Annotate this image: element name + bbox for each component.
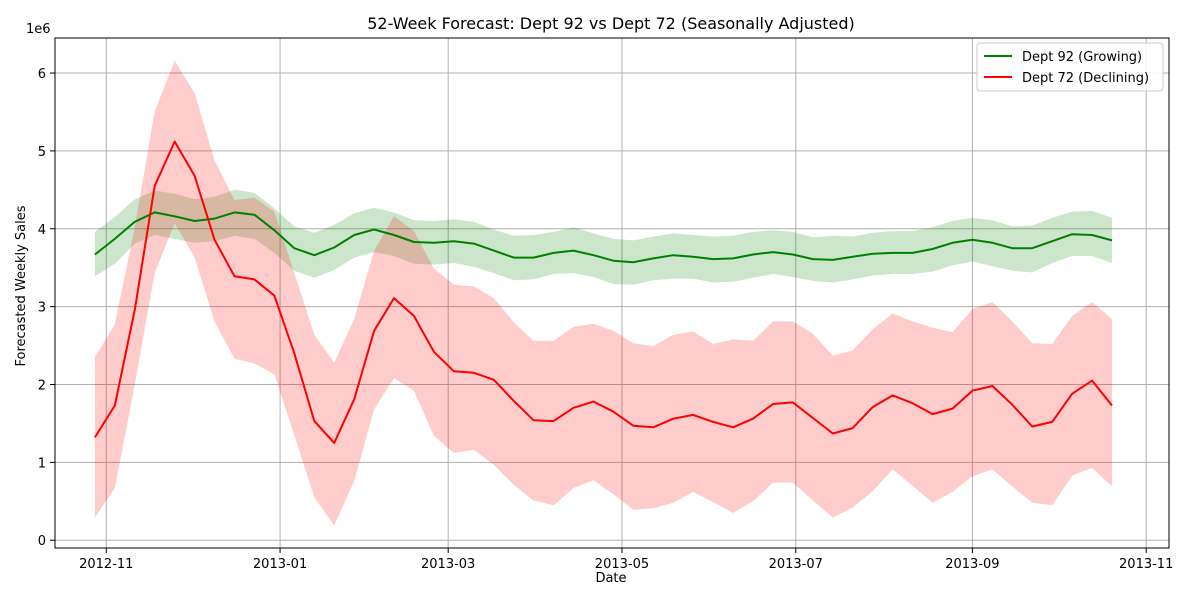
x-tick-label: 2013-03	[421, 557, 475, 572]
series-2-confidence-band	[94, 60, 1112, 526]
x-tick-label: 2013-07	[769, 557, 823, 572]
x-axis-label: Date	[595, 571, 626, 586]
x-tick-label: 2013-05	[595, 557, 649, 572]
confidence-bands	[94, 60, 1112, 526]
y-tick-label: 1	[38, 456, 46, 471]
series-2-line	[94, 140, 1113, 444]
y-axis-label: Forecasted Weekly Sales	[14, 205, 29, 366]
x-tick-label: 2012-11	[79, 557, 133, 572]
x-tick-label: 2013-01	[253, 557, 307, 572]
series-1-confidence-band	[94, 189, 1112, 285]
x-tick-label: 2013-11	[1119, 557, 1173, 572]
legend-frame	[976, 42, 1164, 92]
plot-frame	[54, 37, 1170, 549]
series-1-line	[94, 211, 1113, 264]
x-tick-label: 2013-09	[945, 557, 999, 572]
legend: Dept 92 (Growing) Dept 72 (Declining)	[976, 42, 1164, 92]
series-lines	[94, 140, 1113, 444]
y-tick-label: 0	[38, 534, 46, 549]
legend-label-dept-92: Dept 92 (Growing)	[1022, 50, 1142, 65]
y-tick-label: 3	[38, 301, 46, 316]
axis-ticks: 2012-11 2013-01 2013-03 2013-05 2013-07 2013-…	[38, 67, 1174, 572]
y-tick-label: 2	[38, 378, 46, 393]
y-offset-label: 1e6	[26, 22, 51, 37]
chart-title: 52-Week Forecast: Dept 92 vs Dept 72 (Se…	[367, 14, 855, 33]
y-tick-label: 6	[38, 67, 46, 82]
legend-label-dept-72: Dept 72 (Declining)	[1022, 71, 1149, 86]
y-tick-label: 5	[38, 145, 46, 160]
y-tick-label: 4	[38, 223, 46, 238]
